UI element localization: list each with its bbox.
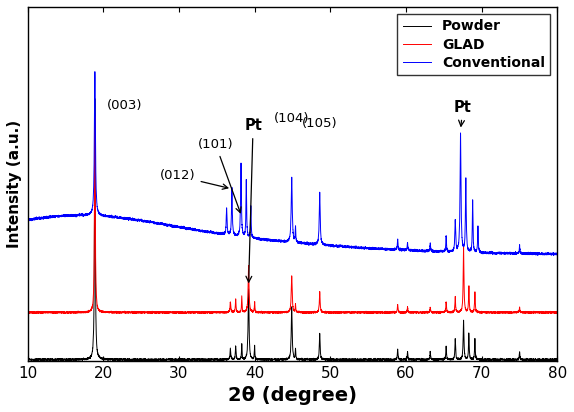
Powder xyxy=(24,357,31,362)
GLAD xyxy=(338,310,344,315)
Line: Conventional: Conventional xyxy=(28,72,557,255)
Line: Powder: Powder xyxy=(28,98,557,360)
GLAD xyxy=(24,310,31,315)
Conventional xyxy=(361,245,368,250)
Conventional xyxy=(554,252,561,257)
Conventional xyxy=(51,213,57,218)
Text: (101): (101) xyxy=(198,138,241,213)
Conventional xyxy=(24,217,31,222)
Conventional xyxy=(445,248,452,253)
Text: (003): (003) xyxy=(107,99,142,112)
Conventional xyxy=(417,248,424,253)
GLAD xyxy=(417,309,424,314)
Powder xyxy=(361,357,368,362)
Powder xyxy=(57,358,64,363)
Text: (104): (104) xyxy=(274,112,309,125)
Text: (105): (105) xyxy=(302,117,338,130)
GLAD xyxy=(29,311,36,316)
Powder xyxy=(445,357,452,362)
Powder xyxy=(338,357,344,362)
Powder xyxy=(51,357,57,362)
GLAD xyxy=(554,310,561,315)
Powder xyxy=(417,357,424,362)
Y-axis label: Intensity (a.u.): Intensity (a.u.) xyxy=(7,120,22,248)
Powder xyxy=(554,357,561,362)
Conventional xyxy=(91,69,98,74)
Powder xyxy=(91,96,98,101)
Powder xyxy=(216,357,223,362)
Text: Pt: Pt xyxy=(244,118,262,282)
Conventional xyxy=(550,253,557,258)
Text: Pt: Pt xyxy=(454,100,472,126)
Line: GLAD: GLAD xyxy=(28,117,557,314)
GLAD xyxy=(445,310,452,315)
GLAD xyxy=(91,114,98,119)
X-axis label: 2θ (degree): 2θ (degree) xyxy=(228,386,357,405)
Conventional xyxy=(216,230,223,235)
Text: (012): (012) xyxy=(160,169,228,189)
GLAD xyxy=(216,311,223,316)
Legend: Powder, GLAD, Conventional: Powder, GLAD, Conventional xyxy=(397,14,550,75)
GLAD xyxy=(361,309,368,314)
GLAD xyxy=(51,310,57,315)
Conventional xyxy=(338,243,344,248)
